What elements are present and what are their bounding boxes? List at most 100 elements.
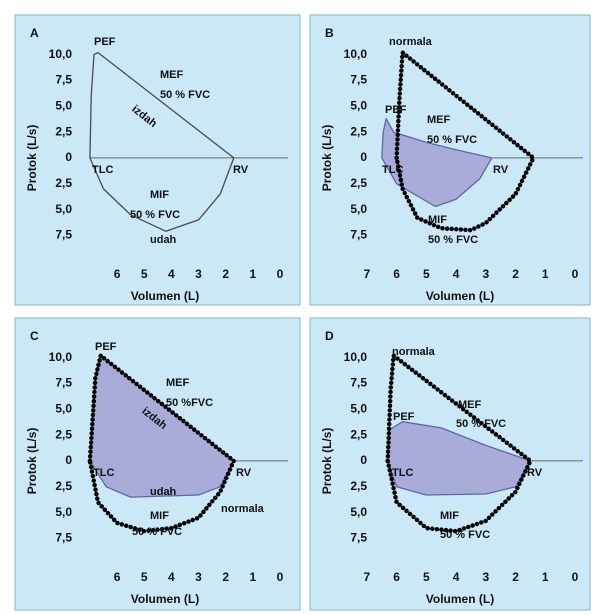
annotation: udah bbox=[150, 234, 177, 246]
y-tick-label: 2,5 bbox=[55, 479, 72, 493]
x-tick-label: 4 bbox=[453, 267, 460, 281]
annotation: MEF bbox=[160, 69, 184, 81]
flow-volume-loop bbox=[394, 50, 536, 233]
panel-title: D bbox=[325, 329, 334, 343]
y-tick-label: 7,5 bbox=[55, 531, 72, 545]
y-tick-label: 7,5 bbox=[55, 73, 72, 87]
y-tick-label: 2,5 bbox=[350, 124, 367, 138]
annotation: normala bbox=[389, 36, 433, 48]
x-tick-label: 5 bbox=[141, 267, 148, 281]
y-tick-label: 5,0 bbox=[55, 401, 72, 415]
x-tick-label: 1 bbox=[249, 570, 256, 584]
x-tick-label: 3 bbox=[195, 570, 202, 584]
annotation: TLC bbox=[392, 467, 413, 479]
annotation: udah bbox=[150, 486, 177, 498]
y-tick-label: 2,5 bbox=[350, 427, 367, 441]
y-tick-label: 10,0 bbox=[344, 350, 368, 364]
y-tick-label: 5,0 bbox=[55, 98, 72, 112]
x-tick-label: 4 bbox=[168, 570, 175, 584]
annotation: 50 % FVC bbox=[428, 234, 478, 246]
y-axis-label: Protok (L/s) bbox=[25, 428, 39, 495]
y-tick-label: 5,0 bbox=[350, 202, 367, 216]
annotation: RV bbox=[236, 467, 252, 479]
panel-title: A bbox=[30, 26, 39, 40]
annotation: 50 % FVC bbox=[160, 89, 210, 101]
x-tick-label: 1 bbox=[542, 570, 549, 584]
annotation: TLC bbox=[92, 164, 113, 176]
annotation: MIF bbox=[428, 214, 447, 226]
panel-title: B bbox=[325, 26, 334, 40]
x-tick-label: 0 bbox=[572, 570, 579, 584]
panel-title: C bbox=[30, 329, 39, 343]
x-tick-label: 2 bbox=[512, 267, 519, 281]
x-tick-label: 3 bbox=[482, 570, 489, 584]
y-tick-label: 10,0 bbox=[344, 47, 368, 61]
x-tick-label: 4 bbox=[168, 267, 175, 281]
annotation: PEF bbox=[94, 36, 116, 48]
y-tick-label: 5,0 bbox=[350, 505, 367, 519]
y-tick-label: 7,5 bbox=[55, 376, 72, 390]
x-axis-label: Volumen (L) bbox=[131, 289, 199, 303]
x-axis-label: Volumen (L) bbox=[426, 289, 494, 303]
annotation: MIF bbox=[150, 189, 169, 201]
panel: C 10,0 7,5 5,0 2,5 0 2,5 5,0 7,5 6 5 4 3 2 1 0 Volumen (… bbox=[14, 317, 301, 611]
annotation: 50 % FVC bbox=[132, 526, 182, 538]
annotation: normala bbox=[221, 503, 265, 515]
annotation: MEF bbox=[166, 377, 190, 389]
x-tick-label: 2 bbox=[222, 267, 229, 281]
y-tick-label: 5,0 bbox=[350, 98, 367, 112]
flow-volume-loop bbox=[87, 353, 237, 534]
x-tick-label: 6 bbox=[114, 570, 121, 584]
x-tick-label: 6 bbox=[393, 570, 400, 584]
x-tick-label: 2 bbox=[222, 570, 229, 584]
annotation: normala bbox=[392, 346, 436, 358]
x-tick-label: 5 bbox=[141, 570, 148, 584]
panel-background bbox=[14, 14, 301, 306]
y-tick-label: 0 bbox=[65, 150, 72, 164]
y-tick-label: 7,5 bbox=[350, 73, 367, 87]
x-tick-label: 6 bbox=[114, 267, 121, 281]
y-tick-label: 7,5 bbox=[350, 228, 367, 242]
x-tick-label: 3 bbox=[482, 267, 489, 281]
y-tick-label: 10,0 bbox=[49, 350, 73, 364]
annotation: TLC bbox=[93, 467, 114, 479]
annotation: PEF bbox=[385, 104, 407, 116]
y-tick-label: 2,5 bbox=[350, 176, 367, 190]
annotation: 50 %FVC bbox=[166, 397, 213, 409]
x-tick-label: 1 bbox=[542, 267, 549, 281]
annotation: RV bbox=[493, 164, 509, 176]
annotation: RV bbox=[527, 467, 543, 479]
annotation: 50 % FVC bbox=[456, 418, 506, 430]
x-tick-label: 2 bbox=[512, 570, 519, 584]
x-tick-label: 0 bbox=[572, 267, 579, 281]
annotation: 50 % FVC bbox=[427, 134, 477, 146]
x-tick-label: 4 bbox=[453, 570, 460, 584]
x-axis-label: Volumen (L) bbox=[131, 592, 199, 606]
y-tick-label: 10,0 bbox=[49, 47, 73, 61]
flow-volume-loop bbox=[381, 118, 493, 208]
y-tick-label: 2,5 bbox=[55, 124, 72, 138]
annotation: TLC bbox=[382, 164, 403, 176]
y-tick-label: 5,0 bbox=[350, 401, 367, 415]
y-tick-label: 7,5 bbox=[350, 531, 367, 545]
y-tick-label: 5,0 bbox=[55, 505, 72, 519]
flow-volume-loop bbox=[89, 51, 235, 232]
x-tick-label: 0 bbox=[277, 267, 284, 281]
annotation: PEF bbox=[393, 411, 415, 423]
x-tick-label: 0 bbox=[277, 570, 284, 584]
y-tick-label: 5,0 bbox=[55, 202, 72, 216]
y-tick-label: 2,5 bbox=[350, 479, 367, 493]
x-tick-label: 1 bbox=[249, 267, 256, 281]
y-tick-label: 0 bbox=[360, 150, 367, 164]
y-tick-label: 0 bbox=[65, 453, 72, 467]
x-tick-label: 5 bbox=[423, 267, 430, 281]
x-tick-label: 6 bbox=[393, 267, 400, 281]
annotation: PEF bbox=[95, 341, 117, 353]
x-tick-label: 7 bbox=[364, 570, 371, 584]
y-tick-label: 0 bbox=[360, 453, 367, 467]
y-tick-label: 7,5 bbox=[350, 376, 367, 390]
y-axis-label: Protok (L/s) bbox=[320, 125, 334, 192]
annotation: MEF bbox=[458, 399, 482, 411]
y-axis-label: Protok (L/s) bbox=[25, 125, 39, 192]
